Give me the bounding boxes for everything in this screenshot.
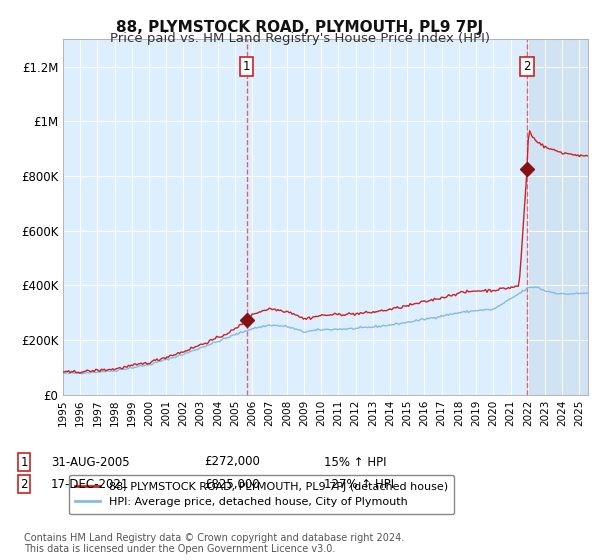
Text: 31-AUG-2005: 31-AUG-2005: [51, 455, 130, 469]
Text: 17-DEC-2021: 17-DEC-2021: [51, 478, 130, 491]
Text: 88, PLYMSTOCK ROAD, PLYMOUTH, PL9 7PJ: 88, PLYMSTOCK ROAD, PLYMOUTH, PL9 7PJ: [116, 20, 484, 35]
Text: 15% ↑ HPI: 15% ↑ HPI: [324, 455, 386, 469]
Text: Price paid vs. HM Land Registry's House Price Index (HPI): Price paid vs. HM Land Registry's House …: [110, 32, 490, 45]
Text: 1: 1: [20, 455, 28, 469]
Bar: [527, 39, 588, 395]
Text: 2: 2: [523, 60, 531, 73]
Text: Contains HM Land Registry data © Crown copyright and database right 2024.
This d: Contains HM Land Registry data © Crown c…: [24, 533, 404, 554]
Text: 2: 2: [20, 478, 28, 491]
Text: £825,000: £825,000: [204, 478, 260, 491]
Text: 1: 1: [243, 60, 250, 73]
Text: £272,000: £272,000: [204, 455, 260, 469]
Text: 127% ↑ HPI: 127% ↑ HPI: [324, 478, 394, 491]
Legend: 88, PLYMSTOCK ROAD, PLYMOUTH, PL9 7PJ (detached house), HPI: Average price, deta: 88, PLYMSTOCK ROAD, PLYMOUTH, PL9 7PJ (d…: [68, 475, 454, 514]
